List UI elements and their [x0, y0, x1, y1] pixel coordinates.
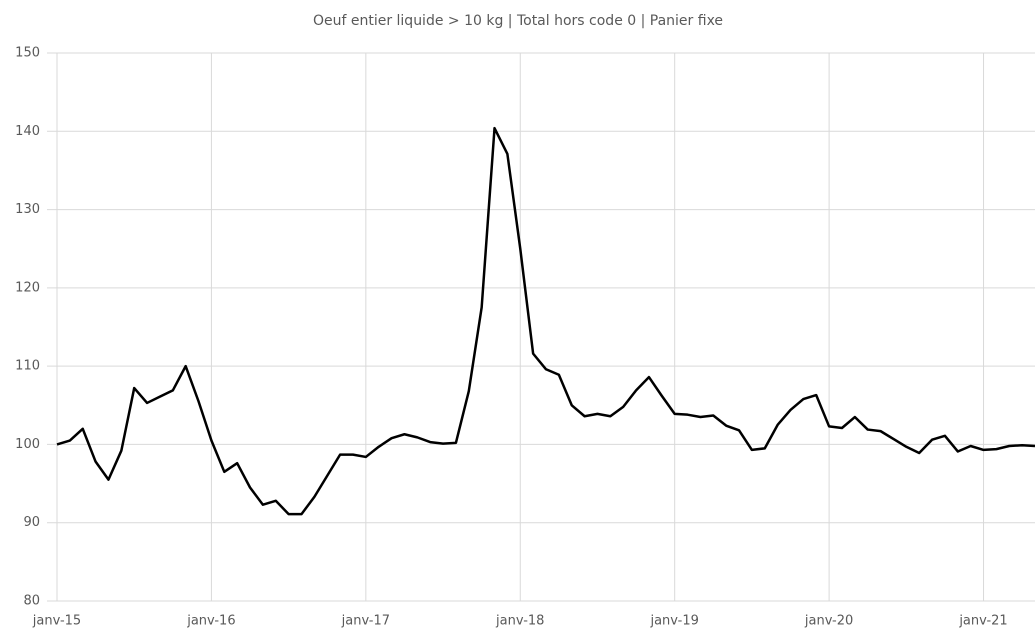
y-tick-label: 100 [15, 437, 40, 452]
x-tick-label: janv-20 [804, 614, 853, 629]
y-tick-label: 90 [23, 515, 40, 530]
x-tick-label: janv-17 [341, 614, 390, 629]
x-tick-label: janv-19 [649, 614, 698, 629]
chart-title: Oeuf entier liquide > 10 kg | Total hors… [313, 13, 723, 29]
y-tick-label: 120 [15, 280, 40, 295]
line [56, 126, 1035, 516]
y-tick-label: 110 [15, 359, 40, 374]
y-tick-label: 130 [15, 202, 40, 217]
y-tick-label: 150 [15, 46, 40, 61]
x-tick-label: janv-16 [186, 614, 235, 629]
y-tick-label: 80 [23, 594, 40, 609]
x-tick-label: janv-18 [495, 614, 544, 629]
x-tick-label: janv-21 [958, 614, 1007, 629]
y-tick-label: 140 [15, 124, 40, 139]
x-tick-label: janv-15 [32, 614, 81, 629]
